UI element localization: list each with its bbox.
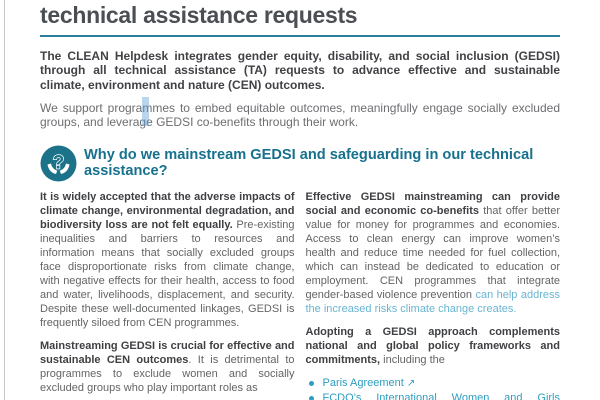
intro-gray-paragraph: We support programmes to embed equitable… <box>40 101 560 130</box>
right-column: Effective GEDSI mainstreaming can provid… <box>306 190 561 400</box>
policy-commitments-list: Paris Agreement ↗ FCDO’s International W… <box>308 376 561 400</box>
section-heading-row: ? Why do we mainstream GEDSI and safegua… <box>40 145 560 182</box>
external-link-icon: ↗ <box>406 378 416 390</box>
right-paragraph-1-body: that offer better value for money for pr… <box>305 205 561 302</box>
right-paragraph-1-lead: Effective GEDSI mainstreaming can provid… <box>305 191 561 218</box>
title-underline-rule <box>40 35 560 37</box>
paris-agreement-link[interactable]: Paris Agreement ↗ <box>323 377 416 389</box>
right-paragraph-2-body: including the <box>380 354 445 367</box>
link-label: Paris Agreement <box>322 377 404 390</box>
list-item: FCDO’s International Women and Girls <box>308 391 561 400</box>
left-paragraph-2-body: . It is detrimental to programmes to exc… <box>40 354 295 395</box>
left-column: It is widely accepted that the adverse i… <box>40 190 295 400</box>
left-paragraph-1: It is widely accepted that the adverse i… <box>40 190 295 330</box>
left-paragraph-1-lead: It is widely accepted that the adverse i… <box>40 191 295 232</box>
list-item: Paris Agreement ↗ <box>308 376 561 391</box>
right-paragraph-2: Adopting a GEDSI approach complements na… <box>306 325 561 367</box>
intro-bold-paragraph: The CLEAN Helpdesk integrates gender equ… <box>40 49 560 92</box>
right-paragraph-2-lead: Adopting a GEDSI approach complements na… <box>305 326 561 367</box>
svg-text:?: ? <box>53 153 65 174</box>
left-paragraph-2-lead: Mainstreaming GEDSI is crucial for effec… <box>40 340 295 367</box>
page-edge-divider <box>4 0 5 400</box>
fcdo-strategy-link[interactable]: FCDO’s International Women and Girls <box>322 392 561 400</box>
left-paragraph-1-body: Pre-existing inequalities and barriers t… <box>40 219 295 330</box>
two-column-body: It is widely accepted that the adverse i… <box>40 190 560 400</box>
inline-text-link[interactable]: can help address the increased risks cli… <box>305 289 561 316</box>
document-page: technical assistance requests The CLEAN … <box>40 0 560 400</box>
page-title: technical assistance requests <box>40 2 358 28</box>
right-paragraph-1: Effective GEDSI mainstreaming can provid… <box>306 190 561 316</box>
hands-question-icon: ? <box>40 145 77 182</box>
section-heading: Why do we mainstream GEDSI and safeguard… <box>84 147 534 179</box>
left-paragraph-2: Mainstreaming GEDSI is crucial for effec… <box>40 339 295 395</box>
